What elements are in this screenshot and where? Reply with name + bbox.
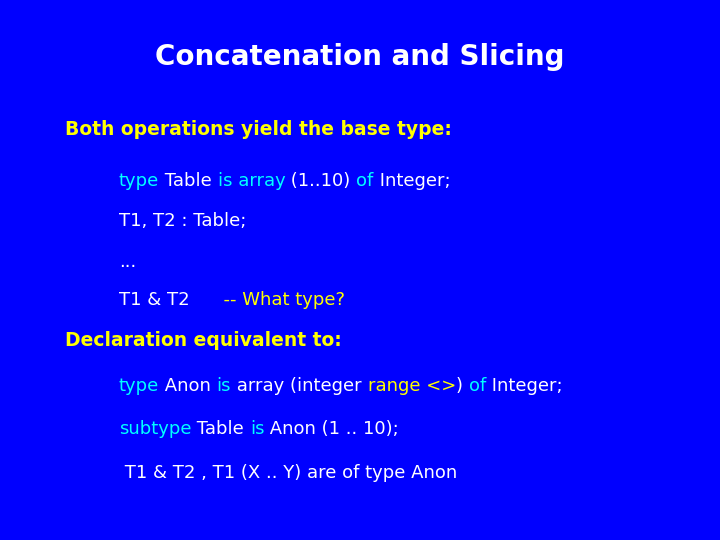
Text: of: of: [356, 172, 374, 190]
Text: range <>: range <>: [367, 377, 456, 395]
Text: Anon (1 .. 10);: Anon (1 .. 10);: [264, 420, 399, 438]
Text: type: type: [119, 377, 159, 395]
Text: type: type: [119, 172, 159, 190]
Text: is array: is array: [217, 172, 285, 190]
Text: -- What type?: -- What type?: [189, 291, 346, 309]
Text: Integer;: Integer;: [374, 172, 450, 190]
Text: Concatenation and Slicing: Concatenation and Slicing: [156, 43, 564, 71]
Text: ): ): [456, 377, 469, 395]
Text: array (integer: array (integer: [231, 377, 367, 395]
Text: Both operations yield the base type:: Both operations yield the base type:: [65, 120, 451, 139]
Text: Declaration equivalent to:: Declaration equivalent to:: [65, 330, 341, 350]
Text: Table: Table: [159, 172, 217, 190]
Text: is: is: [250, 420, 264, 438]
Text: T1 & T2: T1 & T2: [119, 291, 189, 309]
Text: ...: ...: [119, 253, 136, 271]
Text: T1 & T2 , T1 (X .. Y) are of type Anon: T1 & T2 , T1 (X .. Y) are of type Anon: [119, 463, 457, 482]
Text: of: of: [469, 377, 486, 395]
Text: Table: Table: [192, 420, 250, 438]
Text: (1..10): (1..10): [285, 172, 356, 190]
Text: Integer;: Integer;: [486, 377, 562, 395]
Text: is: is: [217, 377, 231, 395]
Text: Anon: Anon: [159, 377, 217, 395]
Text: T1, T2 : Table;: T1, T2 : Table;: [119, 212, 246, 231]
Text: subtype: subtype: [119, 420, 192, 438]
